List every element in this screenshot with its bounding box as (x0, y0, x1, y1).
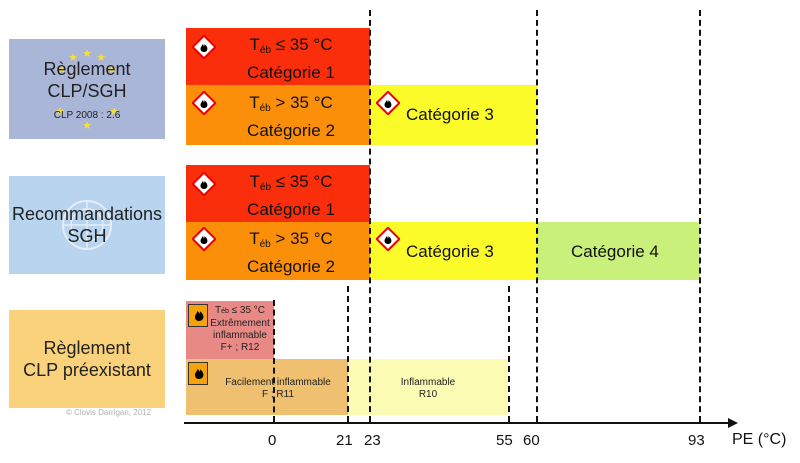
clp-cat3-bar: Catégorie 3 (370, 85, 537, 145)
sgh-cat1-label: Catégorie 1 (247, 200, 335, 219)
threshold-line-23 (369, 10, 371, 422)
svg-text:★: ★ (109, 106, 119, 118)
sgh-cat4-label: Catégorie 4 (571, 242, 659, 261)
flame-icon (191, 90, 217, 120)
clp-cat1-label: Catégorie 1 (247, 63, 335, 82)
pe-axis-label: PE (°C) (732, 431, 787, 448)
svg-text:★: ★ (82, 120, 92, 132)
axis-tick-23: 23 (364, 432, 381, 449)
old-extreme-bar: Téb ≤ 35 °C Extrêmement inflammable F+ ;… (186, 301, 274, 359)
clp-cat2-bar: Téb > 35 °C Catégorie 2 (186, 85, 370, 145)
axis-tick-93: 93 (688, 432, 705, 449)
svg-text:★: ★ (55, 106, 65, 118)
threshold-line-21 (347, 286, 349, 422)
sgh-cat2-bar: Téb > 35 °C Catégorie 2 (186, 222, 370, 280)
flame-icon (191, 226, 217, 256)
old-inflammable-bar: Inflammable R10 (348, 359, 508, 415)
old-facile-bar: Facilement inflammable F ; R11 (186, 359, 348, 415)
old-inflammable-label: Inflammable (400, 377, 456, 388)
pe-axis-arrow (184, 418, 738, 428)
flame-icon (375, 226, 401, 256)
clp-cat1-bar: Téb ≤ 35 °C Catégorie 1 (186, 28, 370, 85)
clp-cat1-condition: Téb ≤ 35 °C (249, 35, 333, 56)
sgh-title-line1: Recommandations (11, 204, 163, 224)
clp-sgh-subtitle: CLP 2008 : 2.6 (53, 109, 121, 121)
eu-stars-icon: ★ ★ ★ ★ ★ ★ ★ ★ (55, 48, 119, 132)
threshold-line-0 (273, 300, 275, 422)
flame-icon (375, 90, 401, 120)
old-facile-code: F ; R11 (261, 389, 295, 400)
threshold-line-60 (536, 10, 538, 422)
svg-text:★: ★ (107, 64, 117, 76)
axis-tick-55: 55 (496, 432, 513, 449)
flame-icon (191, 34, 217, 64)
preexistant-label-box: Règlement CLP préexistant (9, 310, 165, 408)
old-extreme-code: F+ ; R12 (220, 342, 260, 353)
clp-cat2-condition: Téb > 35 °C (249, 93, 333, 114)
sgh-label-box: Recommandations SGH (9, 176, 165, 274)
old-flame-pictogram-icon (188, 362, 208, 385)
svg-text:★: ★ (96, 52, 106, 64)
old-extreme-line2: inflammable (213, 330, 267, 341)
svg-text:★: ★ (82, 48, 92, 60)
old-extreme-line1: Extrêmement (210, 318, 270, 329)
sgh-cat2-condition: Téb > 35 °C (249, 229, 333, 250)
clp-sgh-label-box: ★ ★ ★ ★ ★ ★ ★ ★ Règlement CLP/SGH CLP 20… (9, 39, 165, 139)
svg-text:★: ★ (68, 52, 78, 64)
sgh-cat4-bar: Catégorie 4 (537, 222, 700, 280)
sgh-cat3-bar: Catégorie 3 (370, 222, 537, 280)
sgh-cat1-bar: Téb ≤ 35 °C Catégorie 1 (186, 165, 370, 222)
axis-tick-60: 60 (523, 432, 540, 449)
preexistant-title-line1: Règlement (43, 338, 131, 358)
flame-icon (191, 171, 217, 201)
preexistant-title-line2: CLP préexistant (23, 360, 151, 380)
clp-cat3-label: Catégorie 3 (406, 105, 494, 124)
clp-sgh-title-line2: CLP/SGH (47, 80, 127, 101)
un-emblem-icon (62, 200, 112, 250)
old-flame-pictogram-icon (188, 304, 208, 327)
threshold-line-93 (699, 10, 701, 422)
old-facile-label: Facilement inflammable (225, 377, 331, 388)
threshold-line-55 (508, 286, 510, 422)
axis-tick-0: 0 (268, 432, 277, 449)
clp-cat2-label: Catégorie 2 (247, 121, 335, 140)
copyright-text: © Clovis Darrigan, 2012 (66, 408, 152, 417)
svg-text:★: ★ (57, 64, 67, 76)
old-inflammable-code: R10 (418, 389, 438, 400)
sgh-cat1-condition: Téb ≤ 35 °C (249, 172, 333, 193)
sgh-title-line2: SGH (67, 226, 107, 246)
sgh-cat3-label: Catégorie 3 (406, 242, 494, 261)
old-extreme-condition: Téb ≤ 35 °C (214, 305, 266, 316)
clp-sgh-title-line1: Règlement (43, 58, 131, 79)
sgh-cat2-label: Catégorie 2 (247, 257, 335, 276)
axis-tick-21: 21 (336, 432, 353, 449)
